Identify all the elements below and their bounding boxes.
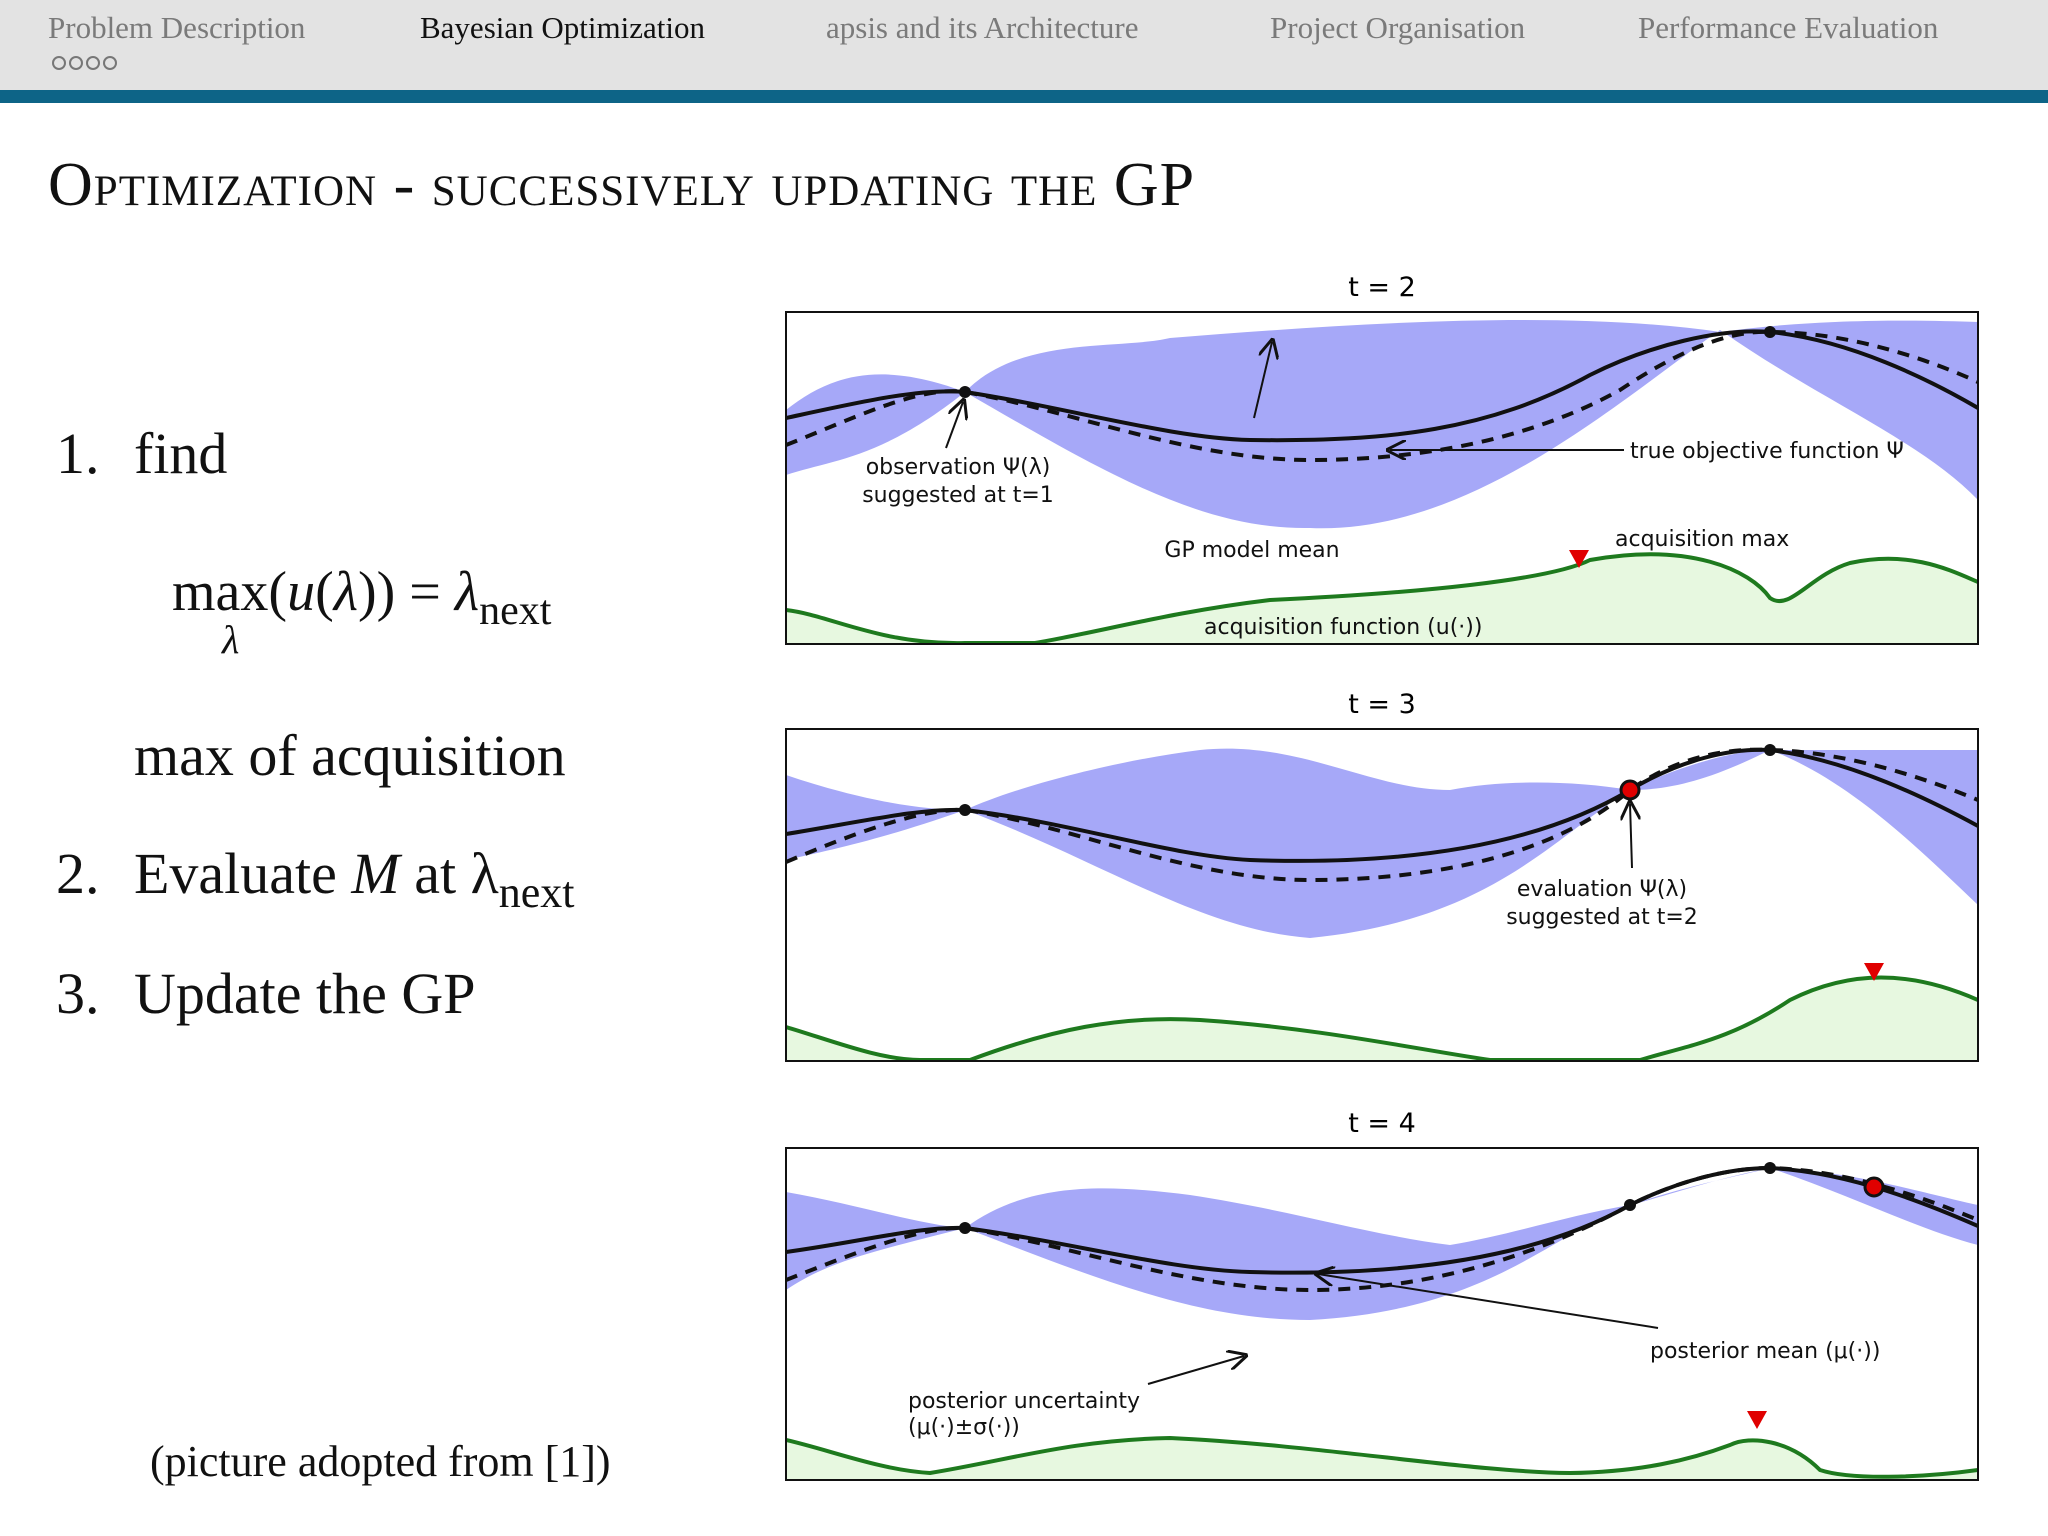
panel-t4: t = 4 posterior mean (μ(·)) posterior un…	[785, 1108, 1979, 1481]
progress-dot[interactable]	[69, 56, 83, 70]
panel-t2-title: t = 2	[1348, 272, 1416, 303]
arrow-gp-mean	[1253, 342, 1272, 419]
new-evaluation-point	[1863, 1176, 1885, 1198]
panel-frame	[785, 311, 1979, 645]
annotation-gp-mean: GP model mean	[1164, 538, 1339, 563]
annotation-posterior-uncertainty-2: (μ(·)±σ(·))	[908, 1415, 1020, 1440]
panel-frame	[785, 1147, 1979, 1481]
annotation-observation-1: observation Ψ(λ)	[866, 455, 1051, 480]
step-1-number: 1.	[56, 421, 100, 486]
panel-frame	[785, 728, 1979, 1062]
nav-section-project-organisation[interactable]: Project Organisation	[1270, 10, 1526, 45]
slide-title: Optimization - successively updating the…	[48, 150, 1195, 221]
acquisition-max-marker	[1864, 963, 1884, 981]
title-lead: Optimization -	[48, 151, 432, 219]
annotation-evaluation-1: evaluation Ψ(λ)	[1517, 877, 1687, 902]
observation-point	[959, 386, 971, 398]
formula-equals: =	[409, 561, 441, 623]
formula-under-lambda: λ	[222, 617, 240, 662]
observation-point	[1764, 326, 1776, 338]
uncertainty-band	[786, 319, 1978, 529]
annotation-acquisition-max: acquisition max	[1615, 527, 1789, 552]
progress-dot[interactable]	[86, 56, 100, 70]
annotation-posterior-uncertainty-1: posterior uncertainty	[908, 1389, 1140, 1414]
step-2-number: 2.	[56, 841, 100, 906]
annotation-observation-2: suggested at t=1	[862, 483, 1054, 508]
acquisition-fill	[786, 554, 1978, 644]
annotation-true-function: true objective function Ψ	[1630, 439, 1904, 464]
true-objective-dashed	[786, 329, 1978, 463]
picture-caption: (picture adopted from [1])	[150, 1437, 611, 1486]
gp-update-figure: t = 2 observation Ψ(λ) suggested at t=1 …	[770, 260, 2010, 1510]
arrow-evaluation	[1630, 804, 1632, 869]
formula-max: max	[172, 561, 269, 623]
annotation-acquisition-function: acquisition function (u(·))	[1204, 615, 1482, 640]
formula-lambda: λ	[333, 561, 358, 623]
accent-rule	[0, 90, 2048, 103]
arrow-observation	[945, 402, 963, 449]
arrow-posterior-mean	[1318, 1274, 1659, 1329]
formula-u: u	[287, 561, 316, 623]
formula-lambda-next: λ	[454, 561, 480, 623]
argmax-formula: max(u(λ)) = λnext λ	[172, 561, 552, 662]
progress-dot[interactable]	[103, 56, 117, 70]
observation-point	[1764, 1162, 1776, 1174]
step-2-text-b: at λ	[399, 841, 499, 906]
step-2-model-symbol: M	[351, 841, 400, 906]
nav-section-apsis-architecture[interactable]: apsis and its Architecture	[826, 10, 1139, 45]
title-rest: successively updating the GP	[431, 151, 1196, 219]
navigation-bar: Problem Description Bayesian Optimizatio…	[0, 0, 2048, 90]
acquisition-fill	[786, 977, 1978, 1061]
gp-panels-svg: t = 2 observation Ψ(λ) suggested at t=1 …	[785, 272, 1979, 1481]
acquisition-function-line	[786, 1435, 1978, 1479]
step-2-text: Evaluate M at λnext	[134, 840, 574, 917]
step-3-number: 3.	[56, 961, 100, 1026]
annotation-evaluation-2: suggested at t=2	[1506, 905, 1698, 930]
uncertainty-band	[786, 748, 1978, 938]
step-1-text: find	[134, 421, 228, 486]
progress-dot[interactable]	[52, 56, 66, 70]
panel-t2: t = 2 observation Ψ(λ) suggested at t=1 …	[785, 272, 1979, 645]
arrow-posterior-uncertainty	[1147, 1356, 1244, 1385]
uncertainty-band	[786, 1168, 1978, 1320]
observation-point	[959, 804, 971, 816]
step-2-text-a: Evaluate	[134, 841, 352, 906]
panel-t4-title: t = 4	[1348, 1108, 1416, 1139]
observation-point	[1764, 744, 1776, 756]
new-evaluation-point	[1619, 779, 1641, 801]
nav-section-performance-evaluation[interactable]: Performance Evaluation	[1638, 10, 1939, 45]
formula-next-subscript: next	[479, 588, 552, 634]
nav-section-bayesian-optimization[interactable]: Bayesian Optimization	[420, 10, 705, 45]
observation-point	[1624, 1199, 1636, 1211]
nav-section-problem-description[interactable]: Problem Description	[48, 10, 306, 45]
step-1-note: max of acquisition	[134, 723, 566, 788]
observation-point	[959, 1222, 971, 1234]
annotation-posterior-mean: posterior mean (μ(·))	[1650, 1339, 1880, 1364]
slide-progress-dots[interactable]	[52, 56, 117, 70]
acquisition-max-marker	[1747, 1411, 1767, 1429]
acquisition-max-marker	[1569, 550, 1589, 568]
step-2-subscript: next	[498, 868, 575, 917]
step-3-text: Update the GP	[134, 961, 476, 1026]
panel-t3-title: t = 3	[1348, 689, 1416, 720]
panel-t3: t = 3 evaluation Ψ(λ) suggested at t=2	[785, 689, 1979, 1062]
